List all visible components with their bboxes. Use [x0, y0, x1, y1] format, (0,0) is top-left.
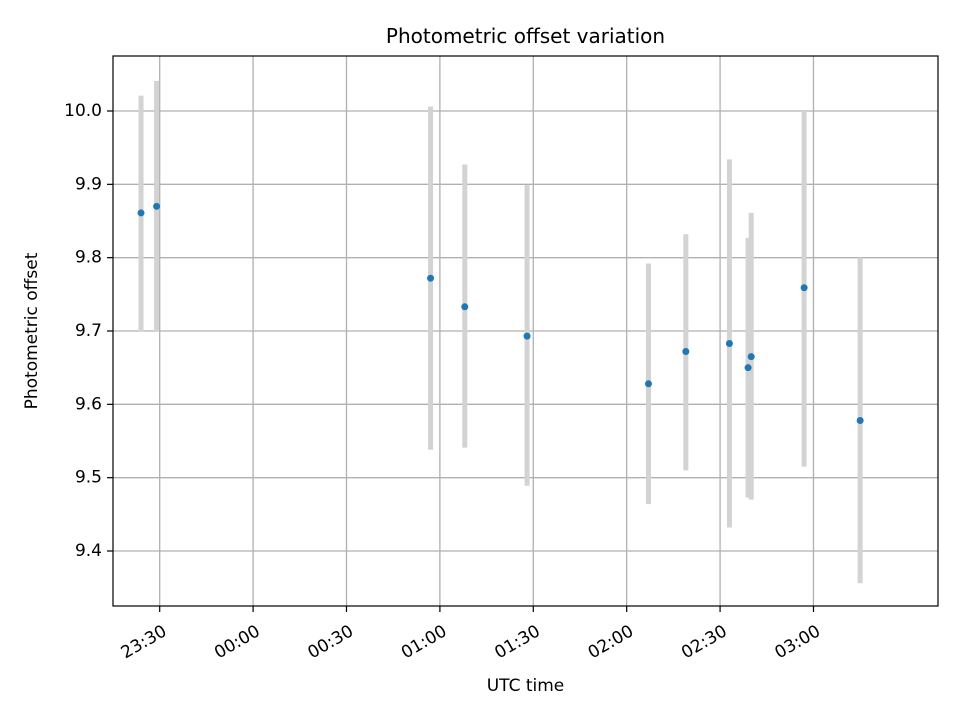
- y-axis-label: Photometric offset: [22, 252, 42, 409]
- x-tick-label: 00:30: [305, 621, 357, 663]
- x-tick-label: 01:30: [491, 621, 543, 663]
- x-axis-ticks: 23:30 00:00 00:30 01:00 01:30 02:00 02:30 03:00: [118, 606, 824, 663]
- data-point: [644, 380, 652, 388]
- data-point: [461, 303, 469, 311]
- data-point: [682, 348, 690, 356]
- y-tick-label: 9.5: [75, 468, 102, 488]
- y-axis-ticks: 9.4 9.5 9.6 9.7 9.8 9.9 10.0: [64, 101, 113, 561]
- x-tick-label: 01:00: [398, 621, 450, 663]
- error-bars: [138, 80, 863, 584]
- x-tick-label: 23:30: [118, 621, 170, 663]
- x-tick-label: 03:00: [772, 621, 824, 663]
- data-point: [725, 339, 733, 347]
- data-point: [747, 353, 755, 361]
- x-axis-label: UTC time: [487, 676, 565, 696]
- y-tick-label: 10.0: [64, 101, 102, 121]
- data-point: [137, 209, 145, 217]
- data-point: [523, 332, 531, 340]
- y-tick-label: 9.6: [75, 394, 102, 414]
- x-tick-label: 02:00: [585, 621, 637, 663]
- data-point: [427, 274, 435, 282]
- x-tick-label: 02:30: [678, 621, 730, 663]
- data-point: [856, 416, 864, 424]
- y-tick-label: 9.8: [75, 248, 102, 268]
- data-point: [153, 202, 161, 210]
- data-point: [744, 364, 752, 372]
- data-point: [800, 284, 808, 292]
- x-tick-label: 00:00: [211, 621, 263, 663]
- y-tick-label: 9.4: [75, 541, 102, 561]
- chart-title: Photometric offset variation: [386, 24, 665, 48]
- y-tick-label: 9.7: [75, 321, 102, 341]
- data-points: [137, 202, 864, 424]
- y-tick-label: 9.9: [75, 174, 102, 194]
